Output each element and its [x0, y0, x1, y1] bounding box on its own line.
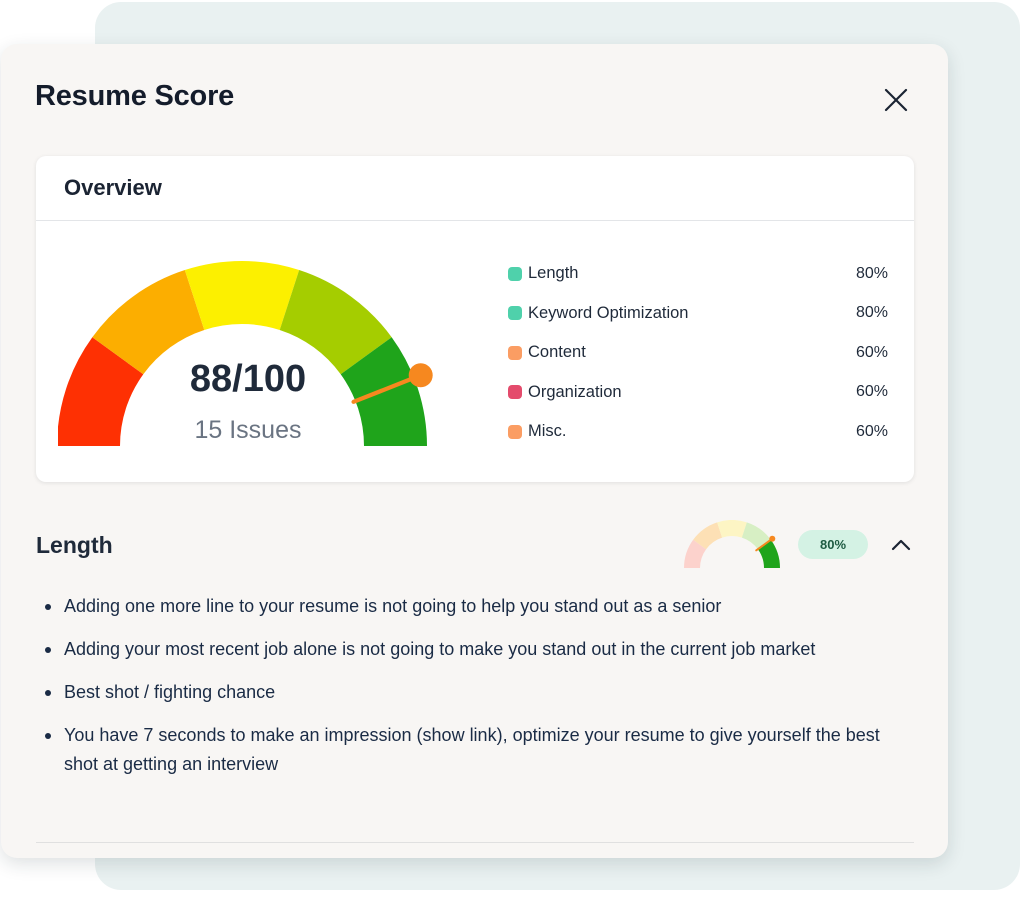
legend-item-organization: Organization 60% [508, 373, 888, 413]
legend-label: Content [528, 343, 586, 362]
legend-item-length: Length 80% [508, 254, 888, 294]
mini-gauge-segment [684, 539, 707, 568]
score-gauge-needle-knob [408, 363, 433, 388]
legend-swatch [508, 345, 522, 360]
length-section-header[interactable]: Length 80% [36, 520, 914, 570]
mini-gauge-needle-knob [769, 535, 776, 542]
legend-swatch [508, 266, 522, 281]
legend-item-misc: Misc. 60% [508, 412, 888, 452]
score-gauge: 88/100 15 Issues [57, 256, 438, 456]
legend-value: 60% [855, 343, 888, 361]
collapse-button[interactable] [889, 534, 913, 556]
section-divider [36, 842, 914, 843]
chevron-up-icon [891, 539, 911, 551]
legend-value: 80% [855, 264, 888, 282]
overview-header: Overview [36, 156, 914, 221]
list-item: You have 7 seconds to make an impression… [44, 721, 914, 779]
section-title: Length [36, 532, 113, 558]
legend-item-keyword-optimization: Keyword Optimization 80% [508, 294, 888, 334]
legend-swatch [508, 306, 522, 321]
legend-swatch [508, 424, 522, 439]
mini-score-gauge [684, 520, 780, 568]
mini-gauge-segment [693, 522, 723, 550]
mini-gauge-segment [717, 520, 747, 538]
issues-count: 15 Issues [194, 416, 302, 444]
list-item: Adding your most recent job alone is not… [44, 635, 914, 664]
score-gauge-segment [184, 261, 300, 330]
section-score-badge: 80% [798, 530, 868, 559]
score-gauge-needle [351, 373, 423, 404]
legend-value: 80% [855, 304, 888, 322]
mini-gauge-needle [755, 537, 774, 552]
legend-value: 60% [855, 422, 888, 440]
panel-title: Resume Score [35, 80, 235, 112]
category-legend: Length 80% Keyword Optimization 80% Cont… [508, 254, 888, 452]
score-gauge-graphic [57, 261, 433, 446]
legend-item-content: Content 60% [508, 333, 888, 373]
mini-gauge-segment [741, 522, 771, 550]
mini-gauge-segment [757, 539, 780, 568]
score-value: 88/100 [189, 358, 307, 400]
score-gauge-segment [279, 270, 392, 375]
legend-swatch [508, 385, 522, 400]
list-item: Best shot / fighting chance [44, 678, 914, 707]
overview-card: Overview 88/100 15 Issues Length 80% Key… [36, 156, 914, 482]
legend-label: Misc. [528, 422, 567, 441]
list-item: Adding one more line to your resume is n… [44, 592, 914, 621]
close-icon [884, 88, 908, 112]
score-gauge-segment [57, 337, 144, 446]
length-tips-list: Adding one more line to your resume is n… [44, 592, 914, 793]
legend-value: 60% [855, 383, 888, 401]
legend-label: Keyword Optimization [528, 303, 689, 322]
overview-title: Overview [64, 175, 162, 200]
legend-label: Length [528, 264, 579, 283]
score-gauge-segment [92, 270, 205, 375]
close-button[interactable] [880, 84, 912, 116]
legend-label: Organization [528, 382, 622, 401]
